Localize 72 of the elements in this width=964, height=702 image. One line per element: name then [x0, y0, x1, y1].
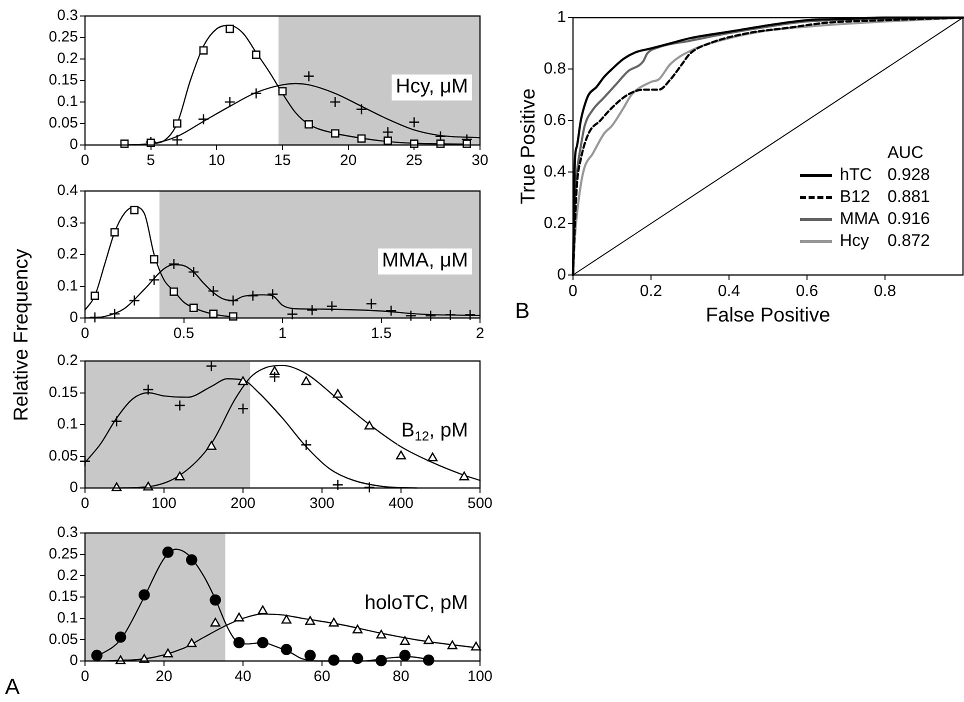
x-tick-label: 80 — [392, 668, 410, 686]
x-tick-label: 20 — [340, 152, 357, 170]
x-tick-label: 60 — [314, 668, 330, 686]
y-tick-label: 0.25 — [48, 545, 78, 562]
x-tick-label: 200 — [230, 495, 256, 512]
y-tick-label: 0.15 — [48, 384, 78, 401]
x-tick-label: 25 — [406, 152, 423, 170]
y-tick-label: 0.2 — [57, 352, 78, 370]
x-tick-label: 1.5 — [370, 325, 392, 342]
x-tick-label: 500 — [467, 495, 493, 512]
legend-label: hTC 0.928 — [838, 164, 931, 186]
x-tick-label: 15 — [274, 152, 291, 170]
x-tick-label: 400 — [388, 495, 414, 512]
y-tick-label: 0.15 — [48, 72, 78, 89]
y-tick-label: 0.05 — [48, 114, 78, 132]
text: MMA, μM — [382, 249, 468, 272]
legend-label: B12 0.881 — [838, 186, 931, 208]
y-tick-label: 0.3 — [57, 214, 78, 231]
y-tick-label: 0.1 — [57, 416, 78, 433]
text: A — [5, 674, 20, 700]
y-tick-label: 0.4 — [544, 163, 566, 180]
y-tick-label: 1 — [557, 9, 566, 26]
x-tick-label: 30 — [472, 152, 488, 170]
y-tick-label: 0.2 — [57, 50, 78, 68]
y-tick-label: 0 — [70, 479, 78, 496]
x-tick-label: 40 — [234, 668, 252, 686]
y-tick-label: 0.1 — [57, 277, 78, 294]
y-tick-label: 0.1 — [57, 609, 78, 626]
y-tick-label: 0.05 — [48, 447, 78, 464]
y-tick-label: 0.2 — [57, 566, 78, 584]
x-tick-label: 300 — [309, 495, 335, 512]
x-tick-label: 0 — [568, 283, 578, 300]
x-tick-label: 2 — [476, 325, 484, 342]
y-axis-title: Relative Frequency — [10, 248, 34, 422]
x-tick-label: 0.8 — [874, 283, 896, 300]
x-tick-label: 0 — [80, 325, 90, 342]
y-tick-label: 0.3 — [57, 524, 78, 542]
x-tick-label: 10 — [208, 152, 226, 170]
x-tick-label: 100 — [467, 668, 493, 686]
x-tick-label: 0 — [80, 495, 90, 512]
x-tick-label: 0.6 — [796, 283, 818, 300]
text: Hcy, μM — [396, 75, 468, 98]
y-tick-label: 0.1 — [57, 93, 78, 110]
y-tick-label: 0 — [70, 136, 78, 154]
y-tick-label: 0.15 — [48, 588, 78, 606]
x-tick-label: 0.4 — [718, 283, 740, 300]
legend-label: Hcy 0.872 — [838, 230, 931, 252]
y-tick-label: 0.3 — [57, 7, 78, 24]
x-tick-label: 5 — [146, 152, 156, 170]
text: B — [515, 298, 530, 324]
x-tick-label: 100 — [151, 495, 177, 512]
y-tick-label: 0.4 — [57, 182, 78, 200]
y-tick-label: 0.25 — [48, 28, 78, 46]
x-tick-label: 1 — [278, 325, 287, 342]
x-axis-title: False Positive — [706, 304, 830, 327]
x-tick-label: 0.5 — [173, 325, 194, 342]
x-tick-label: 0.2 — [640, 283, 662, 300]
y-tick-label: 0.05 — [48, 630, 78, 648]
y-tick-label: 0.2 — [544, 214, 566, 232]
y-tick-label: 0.6 — [544, 112, 566, 129]
y-tick-label: 0 — [557, 266, 566, 284]
y-tick-label: 0.2 — [57, 246, 78, 263]
text: holoTC, pM — [364, 592, 468, 614]
y-axis-title: True Positive — [518, 88, 540, 204]
legend-label: MMA 0.916 — [838, 208, 931, 230]
x-tick-label: 0 — [80, 152, 90, 170]
x-tick-label: 20 — [156, 668, 172, 686]
x-tick-label: 0 — [80, 668, 90, 686]
y-tick-label: 0 — [70, 652, 78, 670]
legend-title: AUC — [886, 142, 924, 164]
y-tick-label: 0 — [70, 309, 78, 326]
y-tick-label: 0.8 — [544, 60, 566, 78]
